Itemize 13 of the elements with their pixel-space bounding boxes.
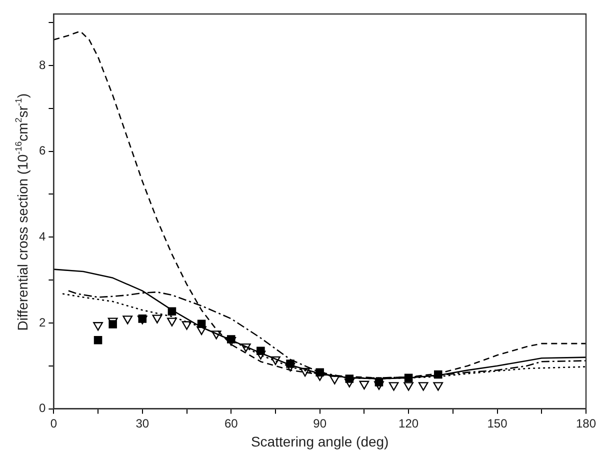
y-tick-label: 6 — [38, 144, 46, 158]
x-tick-label: 60 — [224, 416, 238, 430]
y-tick-label: 2 — [38, 315, 46, 330]
y-tick-label: 4 — [38, 229, 46, 244]
y-tick-label: 8 — [38, 58, 46, 72]
x-tick-label: 150 — [487, 416, 508, 430]
x-tick-label: 0 — [50, 416, 58, 430]
x-axis-title: Scattering angle (deg) — [250, 433, 389, 450]
y-tick-label: 0 — [38, 401, 46, 416]
x-tick-label: 90 — [313, 416, 327, 430]
x-tick-label: 180 — [576, 416, 596, 430]
x-tick-label: 120 — [398, 416, 419, 430]
x-tick-label: 30 — [136, 416, 150, 430]
